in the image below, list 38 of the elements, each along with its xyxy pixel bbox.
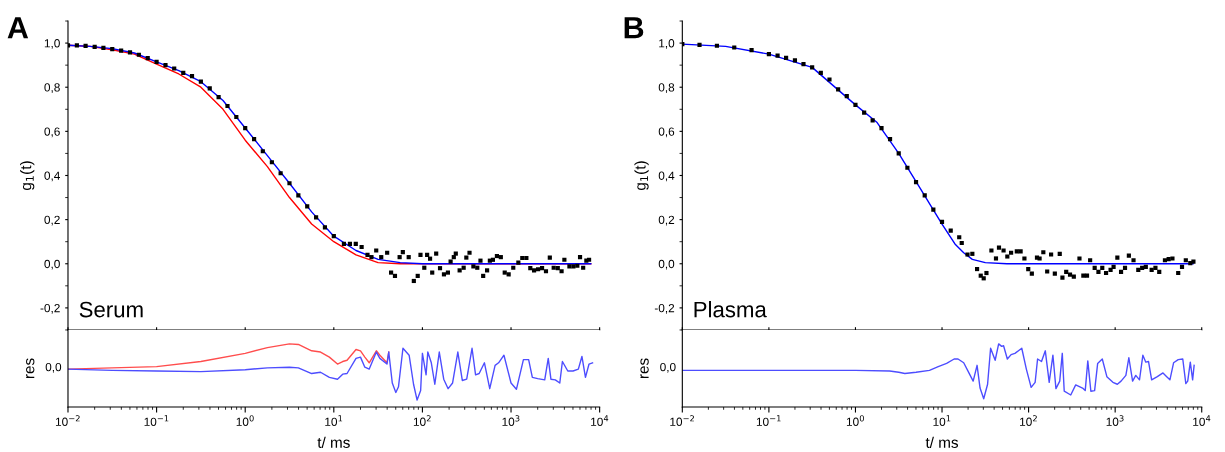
x-tick-label: 10$^{−2}$ bbox=[55, 415, 80, 426]
y-tick-label: 1,0 bbox=[44, 39, 60, 49]
x-tick-label: 10$^{0}$ bbox=[846, 415, 864, 426]
x-tick-label: 10$^{4}$ bbox=[1193, 415, 1211, 426]
text: B bbox=[624, 17, 644, 39]
y-tick-label: 0,8 bbox=[658, 83, 675, 94]
y-tick-label: 0,0 bbox=[658, 259, 675, 270]
x-tick-label: 10$^{2}$ bbox=[1020, 415, 1037, 426]
y-tick-label: -0,2 bbox=[40, 303, 60, 314]
y-axis-title: res bbox=[640, 358, 649, 379]
x-tick-label: 10$^{4}$ bbox=[591, 415, 609, 426]
y-axis-title: g$_{1}$(t) bbox=[20, 161, 35, 191]
y-tick-label: 0,2 bbox=[658, 215, 675, 226]
x-tick-label: 10$^{1}$ bbox=[933, 415, 951, 426]
y-tick-label: 0,4 bbox=[44, 171, 60, 182]
x-tick-label: 10$^{3}$ bbox=[1106, 415, 1124, 426]
x-tick-label: 10$^{3}$ bbox=[502, 415, 520, 426]
x-axis-title: t/ ms bbox=[925, 436, 959, 448]
y-axis-title: res bbox=[26, 358, 35, 379]
y-axis-title: g$_{1}$(t) bbox=[634, 161, 649, 191]
x-tick-label: 10$^{−2}$ bbox=[670, 415, 694, 426]
y-tick-label: 1,0 bbox=[659, 39, 675, 49]
y-tick-label: 0,2 bbox=[44, 215, 60, 226]
y-tick-label: -0,2 bbox=[654, 303, 675, 314]
text: A bbox=[7, 17, 29, 39]
y-tick-label: 0,8 bbox=[44, 83, 60, 94]
x-tick-label: 10$^{−1}$ bbox=[756, 415, 781, 426]
x-tick-label: 10$^{−1}$ bbox=[144, 415, 169, 426]
y-tick-label: 0,6 bbox=[658, 127, 675, 138]
x-tick-label: 10$^{0}$ bbox=[236, 415, 254, 426]
y-tick-label: 0,6 bbox=[44, 127, 60, 138]
y-tick-label: 0,4 bbox=[658, 171, 675, 182]
y-tick-label: 0,0 bbox=[44, 259, 60, 270]
x-tick-label: 10$^{2}$ bbox=[413, 415, 431, 426]
annotation: Plasma bbox=[694, 301, 767, 318]
annotation: Serum bbox=[79, 301, 143, 318]
x-axis-title: t/ ms bbox=[317, 436, 350, 448]
x-tick-label: 10$^{1}$ bbox=[325, 415, 343, 426]
